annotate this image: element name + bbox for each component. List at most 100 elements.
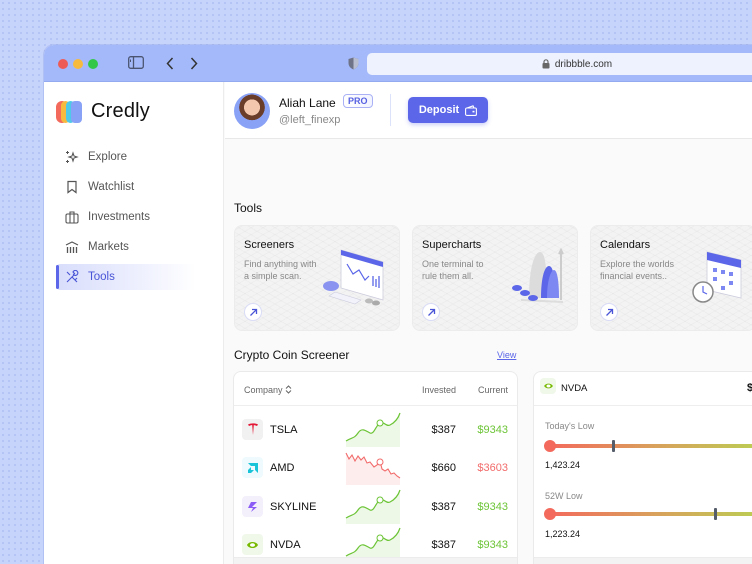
sparkline-down-icon <box>345 452 401 485</box>
range-marker <box>714 508 717 520</box>
profile-header: Aliah Lane PRO @left_finexp Deposit <box>225 82 752 139</box>
sidebar-item-markets[interactable]: Markets <box>56 234 196 260</box>
chevron-left-icon[interactable] <box>166 57 174 75</box>
shield-icon[interactable] <box>348 57 359 75</box>
sidebar-item-tools[interactable]: Tools <box>56 264 196 290</box>
column-current: Current <box>477 385 508 395</box>
tool-card-supercharts[interactable]: Supercharts One terminal to rule them al… <box>412 225 578 331</box>
sidebar-item-watchlist[interactable]: Watchlist <box>56 174 196 200</box>
stock-footer: Refresh <box>534 557 752 564</box>
skyline-logo-icon <box>242 496 263 517</box>
current-value: $9343 <box>477 424 508 436</box>
header-divider <box>390 94 391 126</box>
sidebar-item-label: Tools <box>88 271 115 283</box>
sidebar: Credly Explore Watchlist Investments Mar… <box>44 82 224 564</box>
sparkline-up-icon <box>345 527 401 562</box>
user-name: Aliah Lane <box>279 96 336 110</box>
chevron-right-icon[interactable] <box>190 57 198 75</box>
range-label: Today's Low <box>545 421 595 431</box>
minimize-window-button[interactable] <box>73 59 83 69</box>
url-text: dribbble.com <box>554 58 613 70</box>
tool-description: Explore the worlds financial events.. <box>600 259 675 281</box>
view-link[interactable]: View <box>497 350 517 360</box>
table-row[interactable]: TSLA $387 $9343 <box>234 411 517 449</box>
company-name: NVDA <box>270 539 301 551</box>
briefcase-icon <box>65 211 79 224</box>
user-handle: @left_finexp <box>279 114 341 126</box>
tool-description: One terminal to rule them all. <box>422 259 484 281</box>
arrow-up-right-icon[interactable] <box>422 303 440 321</box>
bookmark-icon <box>67 180 77 194</box>
sidebar-item-label: Watchlist <box>88 181 135 193</box>
brand-logo[interactable]: Credly <box>56 100 150 123</box>
supercharts-illustration-icon <box>512 247 564 303</box>
lock-icon <box>542 59 550 69</box>
invested-value: $660 <box>431 462 456 474</box>
tool-card-screeners[interactable]: Screeners Find anything with a simple sc… <box>234 225 400 331</box>
sidebar-toggle-icon[interactable] <box>128 56 144 74</box>
arrow-up-right-icon[interactable] <box>600 303 618 321</box>
today-range-slider <box>550 444 752 448</box>
sparkline-up-icon <box>345 489 401 524</box>
screener-illustration-icon <box>323 249 384 306</box>
tools-section-title: Tools <box>234 201 263 215</box>
tesla-logo-icon <box>242 419 263 440</box>
brand-name: Credly <box>91 100 150 122</box>
maximize-window-button[interactable] <box>88 59 98 69</box>
nvidia-logo-icon <box>540 378 556 394</box>
range-start-dot <box>544 440 556 452</box>
deposit-label: Deposit <box>418 104 460 116</box>
range-marker <box>612 440 615 452</box>
arrow-up-right-icon[interactable] <box>244 303 262 321</box>
credly-logo-icon <box>56 100 82 123</box>
stock-name: NVDA <box>561 383 588 394</box>
tool-title: Supercharts <box>422 239 482 251</box>
current-value: $9343 <box>477 501 508 513</box>
range-label: 52W Low <box>545 491 583 501</box>
pro-badge: PRO <box>343 94 373 108</box>
table-footer: Refresh <box>234 557 517 564</box>
52w-range-slider <box>550 512 752 516</box>
sparkline-up-icon <box>345 412 401 447</box>
current-value: $3603 <box>477 462 508 474</box>
column-invested: Invested <box>421 385 456 395</box>
company-name: AMD <box>270 462 295 474</box>
sidebar-item-label: Investments <box>88 211 150 223</box>
stock-price: $ <box>747 382 752 394</box>
table-header: Company Invested Current <box>234 372 517 406</box>
table-row[interactable]: SKYLINE $387 $9343 <box>234 488 517 526</box>
browser-window: dribbble.com Credly Explore Watchlist <box>44 45 752 564</box>
amd-logo-icon <box>242 457 263 478</box>
stock-header: NVDA $ <box>534 372 752 406</box>
table-row[interactable]: NVDA $387 $9343 <box>234 526 517 564</box>
calendar-illustration-icon <box>692 251 742 303</box>
column-company[interactable]: Company <box>244 385 292 395</box>
range-start-dot <box>544 508 556 520</box>
bank-icon <box>65 241 79 253</box>
tool-card-calendars[interactable]: Calendars Explore the worlds financial e… <box>590 225 752 331</box>
tools-icon <box>66 270 79 283</box>
tool-title: Screeners <box>244 239 295 251</box>
screener-section-title: Crypto Coin Screener <box>234 348 350 362</box>
current-value: $9343 <box>477 539 508 551</box>
invested-value: $387 <box>431 424 456 436</box>
sidebar-item-label: Markets <box>88 241 129 253</box>
company-name: SKYLINE <box>270 501 317 513</box>
tool-description: Find anything with a simple scan. <box>244 259 317 281</box>
avatar[interactable] <box>234 93 270 129</box>
browser-titlebar: dribbble.com <box>44 45 752 82</box>
sparkles-icon <box>66 151 79 163</box>
invested-value: $387 <box>431 501 456 513</box>
invested-value: $387 <box>431 539 456 551</box>
sidebar-item-explore[interactable]: Explore <box>56 144 196 170</box>
address-bar[interactable]: dribbble.com <box>367 53 752 75</box>
wallet-icon <box>465 104 478 116</box>
deposit-button[interactable]: Deposit <box>408 97 488 123</box>
close-window-button[interactable] <box>58 59 68 69</box>
sidebar-nav: Explore Watchlist Investments Markets To… <box>56 144 196 294</box>
sidebar-item-investments[interactable]: Investments <box>56 204 196 230</box>
table-row[interactable]: AMD $660 $3603 <box>234 449 517 487</box>
nvidia-logo-icon <box>242 534 263 555</box>
sidebar-item-label: Explore <box>88 151 127 163</box>
main-content: Aliah Lane PRO @left_finexp Deposit Tool… <box>225 82 752 564</box>
